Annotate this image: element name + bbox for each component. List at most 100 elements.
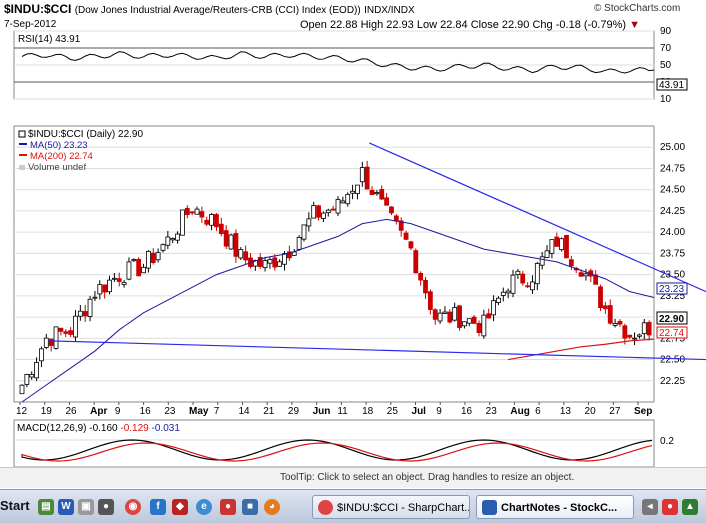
price-bar xyxy=(646,321,652,336)
price-y-tick-label: 23.75 xyxy=(660,248,685,259)
price-bar xyxy=(277,261,283,267)
taskbar-item-sharpchart[interactable]: $INDU:$CCI - SharpChart... xyxy=(312,495,470,519)
low-value: 22.84 xyxy=(440,19,468,31)
price-bar xyxy=(262,260,268,269)
price-y-tick-label: 24.75 xyxy=(660,163,685,174)
open-value: 22.88 xyxy=(329,19,358,31)
price-bar xyxy=(68,330,74,335)
app-icon[interactable]: ◆ xyxy=(172,499,188,515)
price-bar xyxy=(457,305,462,328)
price-legend: $INDU:$CCI (Daily) 22.90 MA(50) 23.23 MA… xyxy=(18,129,143,173)
price-bar xyxy=(437,312,443,322)
price-bar xyxy=(423,279,428,294)
price-y-ticks: 25.00 24.75 24.50 24.25 24.00 23.75 23.50 23.25… xyxy=(660,142,685,387)
price-tags: 23.23 22.90 22.74 xyxy=(656,282,688,339)
firefox-icon[interactable]: ◕ xyxy=(264,499,280,515)
taskbar-item-chartnotes[interactable]: ChartNotes - StockC... xyxy=(476,495,634,519)
facebook-icon[interactable]: f xyxy=(150,499,166,515)
price-bar xyxy=(34,362,39,379)
price-bar xyxy=(617,321,623,325)
x-axis-label: 16 xyxy=(140,406,152,417)
macd-hist-value: -0.031 xyxy=(152,423,181,434)
app-icon[interactable]: ● xyxy=(98,499,114,515)
price-bar xyxy=(427,291,433,310)
app-icon[interactable]: ▣ xyxy=(78,499,94,515)
macd-tick: 0.2 xyxy=(660,436,674,447)
brand-watermark: © StockCharts.com xyxy=(594,3,681,14)
x-axis-label: 6 xyxy=(535,406,541,417)
macd-value: -0.160 xyxy=(89,423,118,434)
price-y-tick-label: 22.75 xyxy=(660,333,685,344)
price-bar xyxy=(505,290,511,294)
price-bar xyxy=(73,315,78,338)
ma50-line xyxy=(21,218,655,403)
price-bar xyxy=(218,223,224,235)
price-bar xyxy=(306,218,312,227)
app-icon[interactable]: ■ xyxy=(242,499,258,515)
price-bar xyxy=(403,232,409,240)
price-bar xyxy=(598,286,603,309)
taskbar-item-label: $INDU:$CCI - SharpChart... xyxy=(337,502,470,514)
price-bar xyxy=(145,250,151,269)
price-y-tick-label: 24.00 xyxy=(660,227,685,238)
price-bar xyxy=(355,184,360,194)
price-bar xyxy=(199,211,205,218)
price-bar xyxy=(500,291,506,296)
price-bar xyxy=(311,205,317,219)
ohlc-readout: Open 22.88 High 22.93 Low 22.84 Close 22… xyxy=(300,19,640,31)
start-button[interactable]: Start xyxy=(0,498,30,513)
x-axis-label: 9 xyxy=(436,406,442,417)
price-bar xyxy=(564,234,569,259)
price-bar xyxy=(393,215,399,222)
price-y-tick-label: 25.00 xyxy=(660,142,685,153)
price-bar xyxy=(97,284,103,295)
price-bar xyxy=(48,338,54,346)
ie-icon[interactable]: e xyxy=(196,499,212,515)
lower-trendline[interactable] xyxy=(49,340,706,361)
price-bar xyxy=(77,310,83,317)
ma200-line xyxy=(508,338,655,361)
price-bar xyxy=(578,272,584,277)
rsi-ticks: 9070503010 xyxy=(660,26,672,105)
price-bar xyxy=(325,209,331,214)
tray-icon[interactable]: ◂ xyxy=(642,499,658,515)
word-icon[interactable]: W xyxy=(58,499,74,515)
price-bar xyxy=(63,331,69,334)
price-bar xyxy=(228,234,234,250)
upper-trendline[interactable] xyxy=(369,142,706,293)
price-bar xyxy=(272,257,278,268)
exchange: INDX/INDX xyxy=(364,5,415,16)
app-icon[interactable]: ● xyxy=(220,499,236,515)
rsi-label: RSI(14) 43.91 xyxy=(18,34,81,45)
tray-icon[interactable]: ▲ xyxy=(682,499,698,515)
price-y-tick-label: 24.50 xyxy=(660,185,685,196)
chg-label: Chg xyxy=(532,19,553,31)
price-legend-swatch xyxy=(18,130,26,138)
rsi-tick-label: 90 xyxy=(660,26,672,37)
chart-date: 7-Sep-2012 xyxy=(4,19,57,30)
price-bar xyxy=(24,373,30,385)
price-bar xyxy=(583,273,589,277)
x-axis-label: 9 xyxy=(115,406,121,417)
x-axis-label: 23 xyxy=(164,406,176,417)
price-bar xyxy=(452,306,458,321)
price-bar xyxy=(82,311,88,317)
price-bar xyxy=(321,212,326,219)
ma50-tag: 23.23 xyxy=(659,284,684,295)
close-value: 22.90 xyxy=(501,19,530,31)
chart-canvas[interactable]: RSI(14) 43.91 9070503010 43.91 25.0024.7… xyxy=(0,0,706,467)
x-axis-label: 18 xyxy=(362,406,374,417)
price-bar xyxy=(223,230,229,247)
price-bar xyxy=(461,321,467,327)
price-bar xyxy=(136,258,142,277)
price-bar xyxy=(627,334,633,338)
chrome-icon[interactable]: ◉ xyxy=(125,499,141,515)
price-y-tick-label: 22.50 xyxy=(660,355,685,366)
tray-icon[interactable]: ● xyxy=(662,499,678,515)
open-label: Open xyxy=(300,19,327,31)
price-bar xyxy=(301,224,307,240)
price-panel-frame xyxy=(13,125,655,403)
price-bar xyxy=(189,211,195,214)
high-label: High xyxy=(360,19,384,31)
app-icon[interactable]: ▤ xyxy=(38,499,54,515)
